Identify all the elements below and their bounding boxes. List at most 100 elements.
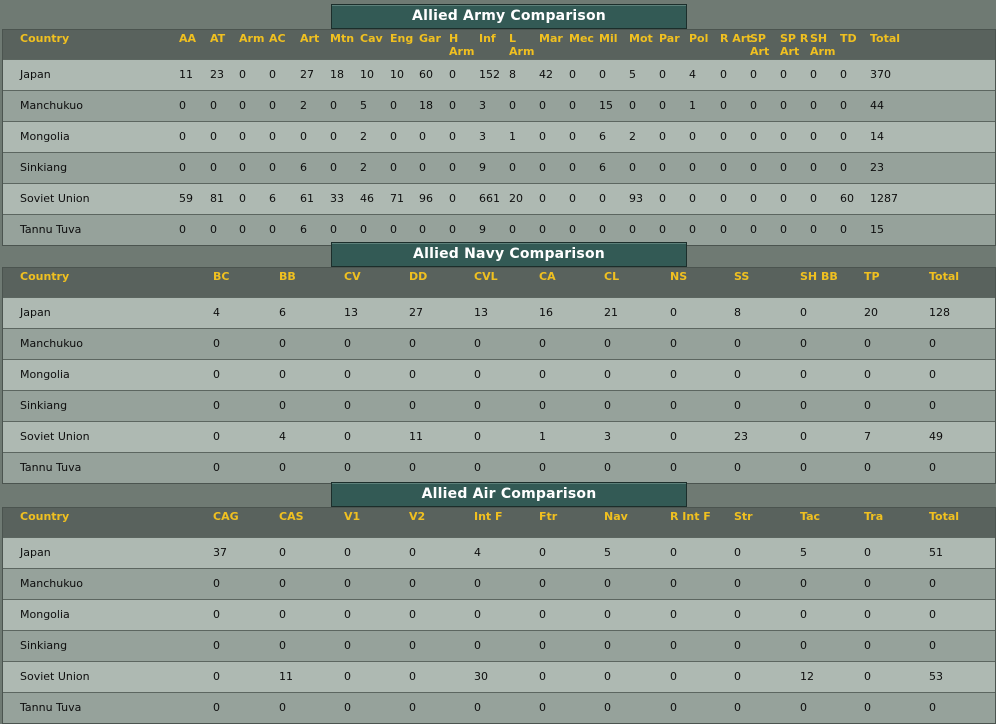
unit-count: 3 [604, 430, 611, 443]
country-name: Sinkiang [20, 399, 68, 412]
unit-count: 23 [210, 68, 224, 81]
column-header[interactable]: Mtn [330, 32, 355, 45]
unit-count: 0 [213, 368, 220, 381]
table-row: Sinkiang 0 0 0 0 0 0 0 0 0 0 0 0 [3, 390, 995, 421]
unit-count: 0 [840, 99, 847, 112]
unit-count: 0 [344, 546, 351, 559]
unit-count: 0 [840, 161, 847, 174]
column-header[interactable]: Ftr [539, 510, 558, 523]
column-header[interactable]: SS [734, 270, 750, 283]
column-header[interactable]: Par [659, 32, 680, 45]
unit-count: 0 [569, 223, 576, 236]
unit-count: 51 [929, 546, 943, 559]
unit-count: 0 [213, 577, 220, 590]
unit-count: 0 [800, 368, 807, 381]
unit-count: 33 [330, 192, 344, 205]
column-header[interactable]: CA [539, 270, 556, 283]
column-header[interactable]: Pol [689, 32, 709, 45]
country-name: Soviet Union [20, 430, 90, 443]
unit-count: 0 [734, 701, 741, 714]
column-header[interactable]: Cav [360, 32, 383, 45]
column-header[interactable]: Eng [390, 32, 414, 45]
unit-count: 0 [929, 461, 936, 474]
unit-count: 0 [474, 337, 481, 350]
column-header[interactable]: TP [864, 270, 880, 283]
column-header[interactable]: Mar [539, 32, 563, 45]
column-header[interactable]: Country [20, 32, 70, 45]
column-header[interactable]: DD [409, 270, 428, 283]
unit-count: 0 [670, 608, 677, 621]
column-header[interactable]: SP Art [750, 32, 770, 58]
column-header[interactable]: NS [670, 270, 688, 283]
column-header[interactable]: AA [179, 32, 197, 45]
unit-count: 0 [539, 461, 546, 474]
column-header[interactable]: Total [929, 270, 960, 283]
unit-count: 0 [670, 306, 677, 319]
table-header-row: Country BC BB CV DD CVL CA CL NS SS SH BB TP Total [3, 268, 995, 297]
unit-count: 0 [279, 608, 286, 621]
column-header[interactable]: Country [20, 510, 70, 523]
navy-comparison-table: Country BC BB CV DD CVL CA CL NS SS SH BB TP Total Ja… [2, 267, 996, 484]
column-header[interactable]: CAS [279, 510, 304, 523]
column-header[interactable]: V2 [409, 510, 426, 523]
unit-count: 0 [409, 701, 416, 714]
unit-count: 2 [629, 130, 636, 143]
unit-count: 0 [539, 99, 546, 112]
column-header[interactable]: V1 [344, 510, 361, 523]
column-header[interactable]: BC [213, 270, 230, 283]
unit-count: 11 [179, 68, 193, 81]
column-header[interactable]: Total [929, 510, 960, 523]
unit-count: 2 [360, 130, 367, 143]
column-header[interactable]: L Arm [509, 32, 535, 58]
column-header[interactable]: Mil [599, 32, 618, 45]
column-header[interactable]: Nav [604, 510, 628, 523]
column-header[interactable]: AC [269, 32, 286, 45]
column-header[interactable]: Tra [864, 510, 884, 523]
unit-count: 0 [810, 192, 817, 205]
column-header[interactable]: Country [20, 270, 70, 283]
unit-count: 0 [539, 577, 546, 590]
unit-count: 20 [509, 192, 523, 205]
unit-count: 0 [670, 639, 677, 652]
column-header[interactable]: CV [344, 270, 361, 283]
column-header[interactable]: CL [604, 270, 620, 283]
unit-count: 0 [670, 368, 677, 381]
column-header[interactable]: Int F [474, 510, 503, 523]
column-header[interactable]: Inf [479, 32, 496, 45]
unit-count: 53 [929, 670, 943, 683]
unit-count: 23 [734, 430, 748, 443]
column-header[interactable]: Gar [419, 32, 441, 45]
column-header[interactable]: R Int F [670, 510, 711, 523]
column-header[interactable]: SH BB [800, 270, 838, 283]
air-comparison-table: Country CAG CAS V1 V2 Int F Ftr Nav R Int F Str Ta… [2, 507, 996, 724]
unit-count: 0 [539, 368, 546, 381]
unit-count: 0 [474, 430, 481, 443]
column-header[interactable]: BB [279, 270, 296, 283]
column-header[interactable]: Arm [239, 32, 265, 45]
unit-count: 0 [670, 701, 677, 714]
column-header[interactable]: Total [870, 32, 901, 45]
unit-count: 0 [750, 130, 757, 143]
column-header[interactable]: SH Arm [810, 32, 836, 58]
column-header[interactable]: Mot [629, 32, 653, 45]
column-header[interactable]: AT [210, 32, 226, 45]
column-header[interactable]: Str [734, 510, 753, 523]
unit-count: 0 [390, 161, 397, 174]
column-header[interactable]: R Art [720, 32, 752, 45]
unit-count: 0 [269, 99, 276, 112]
unit-count: 0 [720, 68, 727, 81]
column-header[interactable]: CVL [474, 270, 498, 283]
unit-count: 0 [689, 223, 696, 236]
unit-count: 0 [539, 670, 546, 683]
column-header[interactable]: Art [300, 32, 320, 45]
column-header[interactable]: CAG [213, 510, 239, 523]
column-header[interactable]: SP R Art [780, 32, 809, 58]
table-row: Manchukuo 0 0 0 0 0 0 0 0 0 0 0 0 [3, 328, 995, 359]
column-header[interactable]: Mec [569, 32, 594, 45]
column-header[interactable]: Tac [800, 510, 821, 523]
column-header[interactable]: H Arm [449, 32, 475, 58]
column-header[interactable]: TD [840, 32, 857, 45]
unit-count: 15 [870, 223, 884, 236]
unit-count: 0 [330, 161, 337, 174]
table-row: Sinkiang 0 0 0 0 6 0 2 0 0 0 9 0 0 0 6 0 0 0 0 0 0 0 0 23 [3, 152, 995, 183]
